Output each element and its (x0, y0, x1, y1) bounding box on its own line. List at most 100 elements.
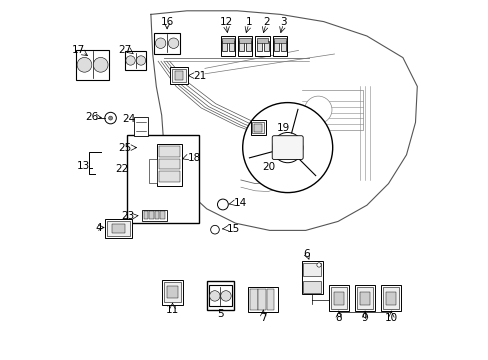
Bar (154, 33, 180, 54)
Bar (160, 211, 164, 219)
Bar (256, 41, 261, 51)
Text: 15: 15 (226, 224, 239, 234)
Bar (248, 287, 277, 312)
Bar (163, 282, 181, 302)
Bar (280, 41, 285, 51)
FancyBboxPatch shape (272, 136, 303, 159)
Bar (238, 36, 252, 56)
Text: 8: 8 (335, 312, 342, 323)
Bar (246, 41, 251, 51)
Bar (256, 38, 268, 42)
Text: 24: 24 (122, 114, 136, 124)
Text: 25: 25 (118, 143, 131, 153)
Bar (239, 41, 244, 51)
Bar (250, 120, 265, 135)
Text: 23: 23 (121, 211, 134, 221)
Text: 13: 13 (77, 161, 90, 171)
Circle shape (93, 58, 108, 72)
Bar (258, 289, 265, 310)
Bar (149, 211, 153, 219)
Bar (134, 117, 147, 136)
Bar (303, 263, 321, 276)
Bar (328, 285, 348, 311)
Bar (112, 224, 125, 233)
Text: 26: 26 (85, 112, 98, 122)
Text: 4: 4 (95, 222, 102, 233)
Bar (154, 211, 159, 219)
Text: 6: 6 (303, 249, 309, 259)
Bar (142, 210, 167, 221)
Bar (159, 146, 180, 157)
Bar (105, 219, 132, 238)
Bar (149, 159, 156, 183)
Bar (266, 289, 274, 310)
Text: 22: 22 (115, 164, 128, 174)
Bar (127, 135, 199, 223)
Circle shape (272, 132, 302, 163)
Text: 27: 27 (118, 45, 131, 55)
Bar (159, 158, 180, 170)
Text: 21: 21 (193, 71, 206, 81)
Bar (360, 292, 369, 305)
Circle shape (125, 56, 135, 65)
Bar (252, 122, 264, 133)
Bar (356, 287, 372, 309)
Circle shape (217, 199, 228, 210)
Circle shape (108, 116, 112, 120)
Bar (76, 50, 108, 80)
Text: 16: 16 (160, 17, 173, 27)
Circle shape (155, 38, 165, 49)
Bar (206, 281, 234, 310)
Text: 19: 19 (276, 123, 289, 133)
Bar (333, 292, 343, 305)
Bar (381, 285, 401, 311)
Bar (172, 69, 185, 82)
Bar (239, 38, 250, 42)
Bar (254, 124, 262, 132)
Circle shape (210, 225, 219, 234)
Bar (222, 38, 233, 42)
Bar (272, 36, 286, 56)
Bar (263, 41, 268, 51)
Bar (255, 36, 269, 56)
Text: 7: 7 (260, 312, 266, 323)
Circle shape (304, 96, 331, 123)
Text: 2: 2 (262, 17, 269, 27)
Bar (209, 285, 231, 306)
Bar (170, 67, 187, 84)
Bar (106, 221, 130, 236)
Bar (228, 41, 234, 51)
Text: 11: 11 (165, 305, 179, 315)
Circle shape (136, 56, 145, 65)
Bar (174, 71, 183, 80)
Bar (159, 171, 180, 182)
Circle shape (220, 291, 231, 301)
Bar (273, 41, 279, 51)
Text: 17: 17 (72, 45, 85, 55)
Circle shape (77, 58, 92, 72)
Bar (249, 289, 257, 310)
Bar (125, 51, 146, 70)
Bar (273, 38, 285, 42)
Bar (386, 292, 395, 305)
Bar (162, 280, 183, 305)
Bar (222, 41, 227, 51)
Circle shape (168, 38, 179, 49)
Bar (143, 211, 148, 219)
Bar (167, 286, 177, 298)
Text: 12: 12 (219, 17, 232, 27)
Circle shape (104, 112, 116, 124)
Text: 14: 14 (233, 198, 246, 208)
Bar (301, 261, 322, 294)
Text: 3: 3 (280, 17, 286, 27)
Text: 5: 5 (217, 309, 223, 319)
Bar (383, 287, 399, 309)
Circle shape (316, 263, 321, 267)
Bar (330, 287, 346, 309)
Text: 10: 10 (384, 312, 397, 323)
Bar (303, 281, 321, 293)
Text: 20: 20 (262, 162, 275, 172)
Bar (354, 285, 374, 311)
Circle shape (209, 291, 220, 301)
Text: 18: 18 (187, 153, 201, 163)
